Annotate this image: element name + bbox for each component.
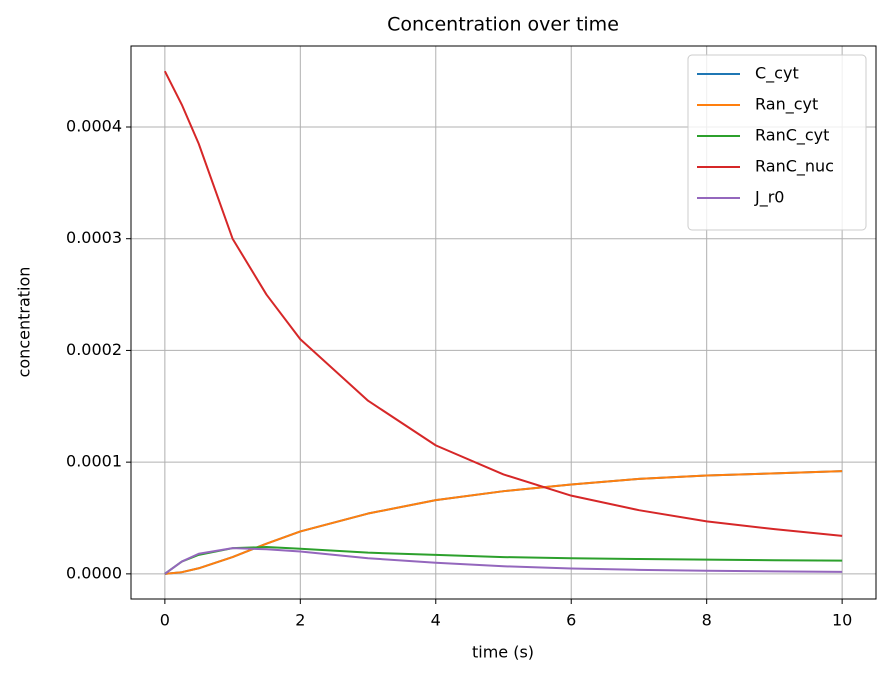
y-tick-label: 0.0002 (66, 340, 122, 359)
series-line (164, 470, 843, 575)
legend-label: RanC_nuc (755, 157, 834, 177)
chart-title: Concentration over time (387, 14, 619, 36)
legend-box (687, 54, 867, 231)
x-tick-label: 8 (702, 611, 712, 630)
x-tick-label: 10 (832, 611, 852, 630)
legend-label: J_r0 (754, 188, 784, 208)
y-tick-label: 0.0001 (66, 452, 122, 471)
y-tick-label: 0.0003 (66, 228, 122, 247)
series-line (163, 70, 843, 537)
series-line (164, 547, 843, 575)
x-tick-label: 6 (566, 611, 576, 630)
x-axis-label: time (s) (472, 643, 534, 662)
y-tick-label: 0.0000 (66, 563, 122, 582)
x-tick-label: 0 (160, 611, 170, 630)
legend-label: Ran_cyt (755, 95, 818, 115)
legend-label: RanC_cyt (755, 126, 829, 146)
y-axis-label: concentration (15, 267, 34, 378)
x-tick-label: 2 (295, 611, 305, 630)
y-tick-label: 0.0004 (66, 116, 122, 135)
legend-label: C_cyt (755, 64, 799, 84)
plot-frame (130, 45, 877, 600)
x-tick-label: 4 (431, 611, 441, 630)
